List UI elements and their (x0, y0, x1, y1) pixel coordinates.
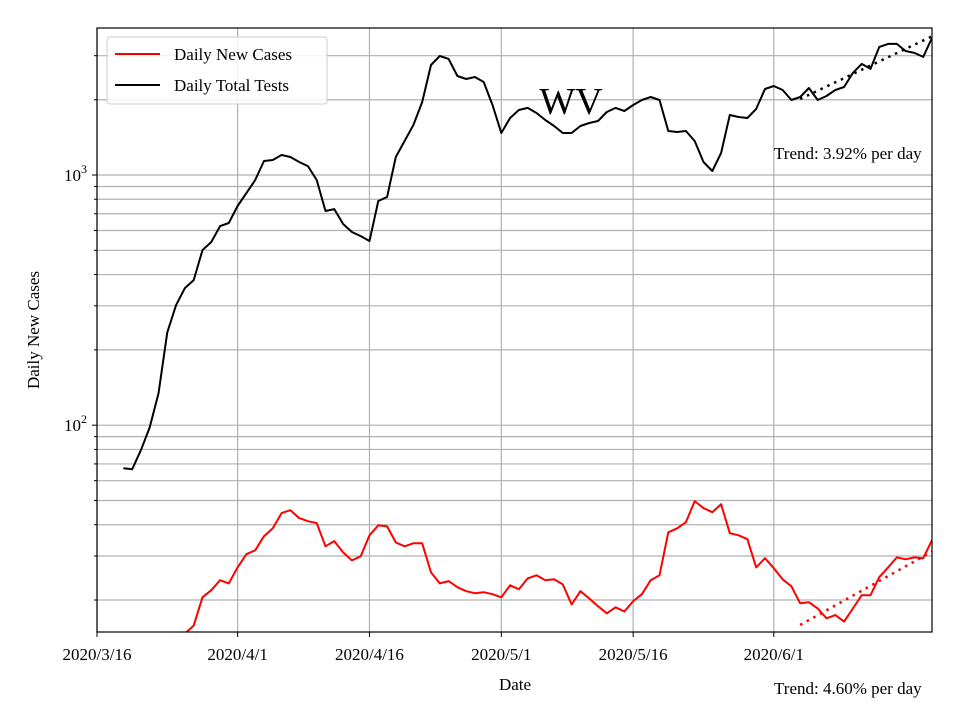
x-tick-label: 2020/6/1 (744, 645, 804, 664)
y-axis-label: Daily New Cases (24, 271, 43, 389)
x-tick-label: 2020/3/16 (63, 645, 132, 664)
legend: Daily New Cases Daily Total Tests (106, 36, 328, 105)
y-tick-label: 102 (64, 412, 87, 435)
trend-label-cases: Trend: 4.60% per day (774, 679, 922, 698)
x-tick-label: 2020/4/16 (335, 645, 404, 664)
grid-lines (96, 28, 932, 632)
trend-label-tests: Trend: 3.92% per day (774, 144, 922, 163)
y-tick-label: 103 (64, 162, 87, 185)
series-layer (123, 35, 932, 632)
series-line-daily-total-tests (123, 37, 932, 471)
plot-frame (96, 27, 933, 633)
legend-box (106, 36, 328, 105)
series-line-daily-new-cases (185, 500, 932, 632)
legend-label-tests: Daily Total Tests (174, 76, 289, 95)
trend-line-tests (799, 35, 932, 101)
chart-title: WV (539, 81, 603, 123)
x-tick-label: 2020/5/1 (471, 645, 531, 664)
x-tick-label: 2020/4/1 (207, 645, 267, 664)
legend-label-cases: Daily New Cases (174, 45, 292, 64)
trend-line-cases (799, 550, 932, 627)
x-tick-label: 2020/5/16 (599, 645, 668, 664)
axis-ticks: 102 103 2020/3/16 2020/4/1 2020/4/16 2020/5/1… (63, 55, 804, 664)
x-axis-label: Date (499, 675, 531, 694)
